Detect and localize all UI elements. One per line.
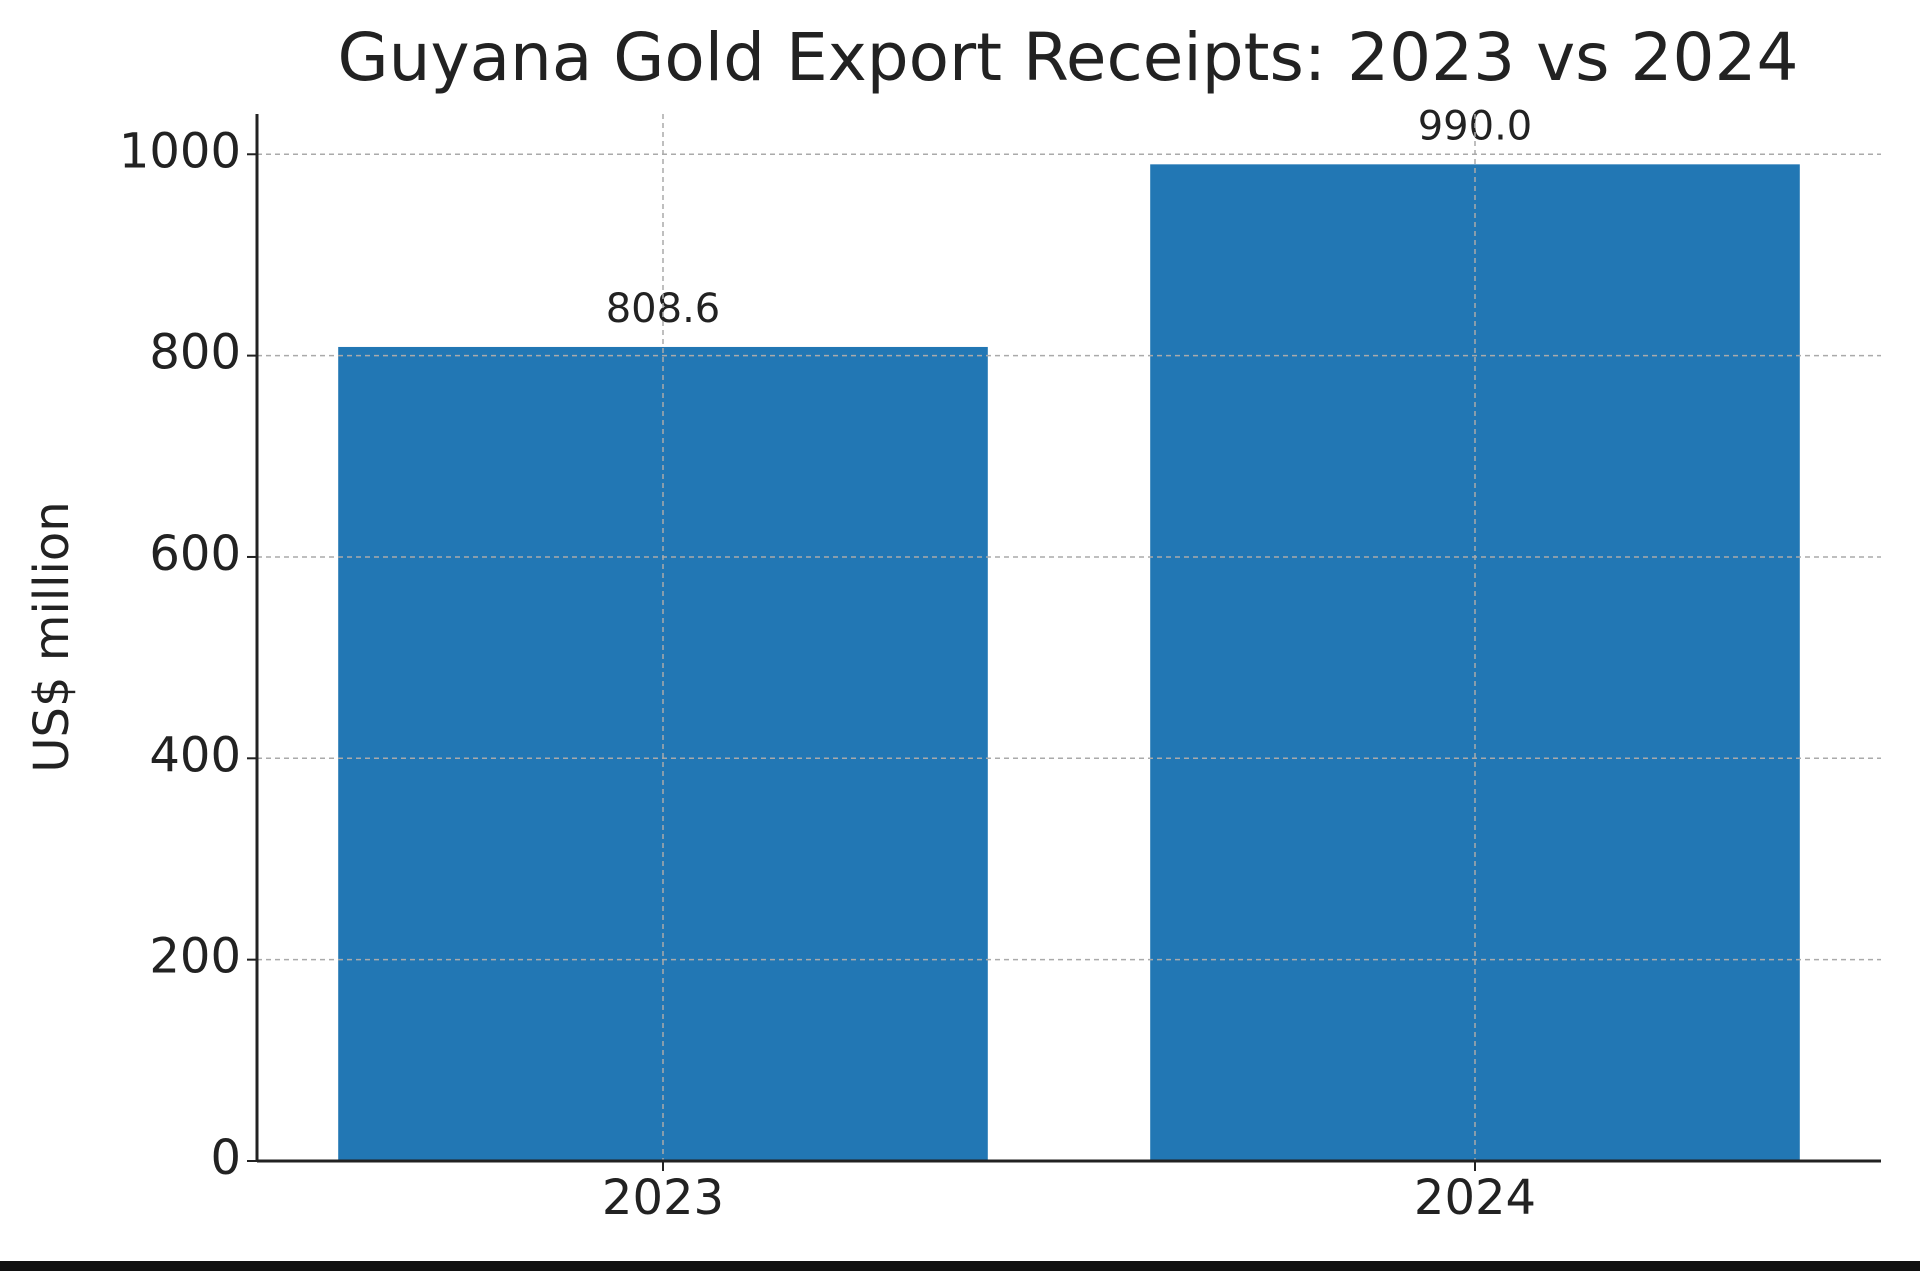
y-tick-label: 400 bbox=[149, 727, 241, 783]
y-tick-label: 200 bbox=[149, 929, 241, 985]
x-tick-label: 2023 bbox=[602, 1170, 724, 1226]
y-tick-label: 1000 bbox=[119, 123, 241, 179]
y-axis-label: US$ million bbox=[24, 501, 80, 772]
chart-title: Guyana Gold Export Receipts: 2023 vs 202… bbox=[338, 19, 1799, 96]
bottom-border bbox=[0, 1261, 1920, 1271]
y-tick-label: 600 bbox=[149, 526, 241, 582]
y-tick-label: 800 bbox=[149, 325, 241, 381]
y-tick-label: 0 bbox=[210, 1130, 241, 1186]
x-tick-label: 2024 bbox=[1414, 1170, 1536, 1226]
